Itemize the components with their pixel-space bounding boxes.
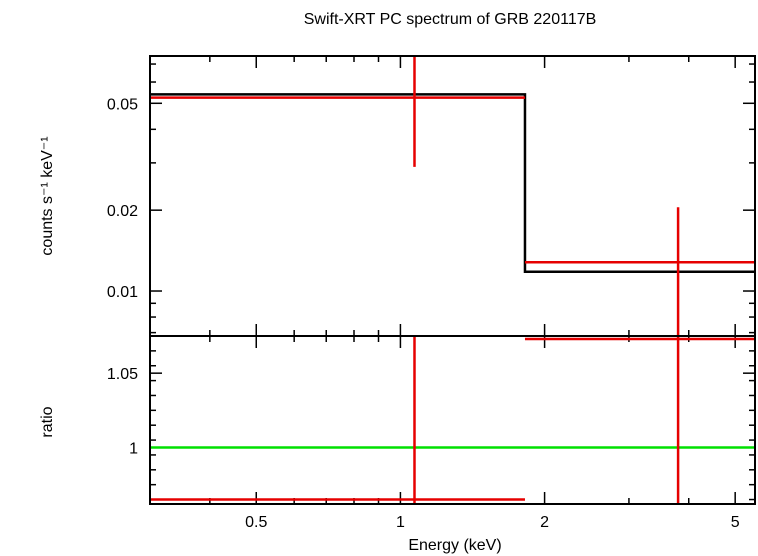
- x-tick-label: 2: [540, 514, 549, 531]
- y-tick-label-ratio: 1: [129, 441, 138, 458]
- y-tick-label-spectrum: 0.01: [107, 284, 138, 301]
- ratio-panel: 0.5 1 2 5 1 1.05: [107, 336, 755, 531]
- model-step-line: [150, 93, 755, 273]
- x-axis-label: Energy (keV): [408, 537, 501, 554]
- y-tick-label-spectrum: 0.02: [107, 203, 138, 220]
- y-axis-label-spectrum: counts s⁻¹ keV⁻¹: [39, 136, 56, 255]
- x-tick-label: 1: [396, 514, 405, 531]
- y-tick-label-ratio: 1.05: [107, 366, 138, 383]
- x-tick-label: 5: [731, 514, 740, 531]
- spectrum-panel: 0.01 0.02 0.05: [107, 56, 755, 336]
- ratio-plot-frame: [149, 335, 756, 505]
- chart-title: Swift-XRT PC spectrum of GRB 220117B: [304, 11, 597, 28]
- y-axis-label-ratio: ratio: [39, 406, 56, 437]
- y-tick-label-spectrum: 0.05: [107, 96, 138, 113]
- x-tick-label: 0.5: [245, 514, 267, 531]
